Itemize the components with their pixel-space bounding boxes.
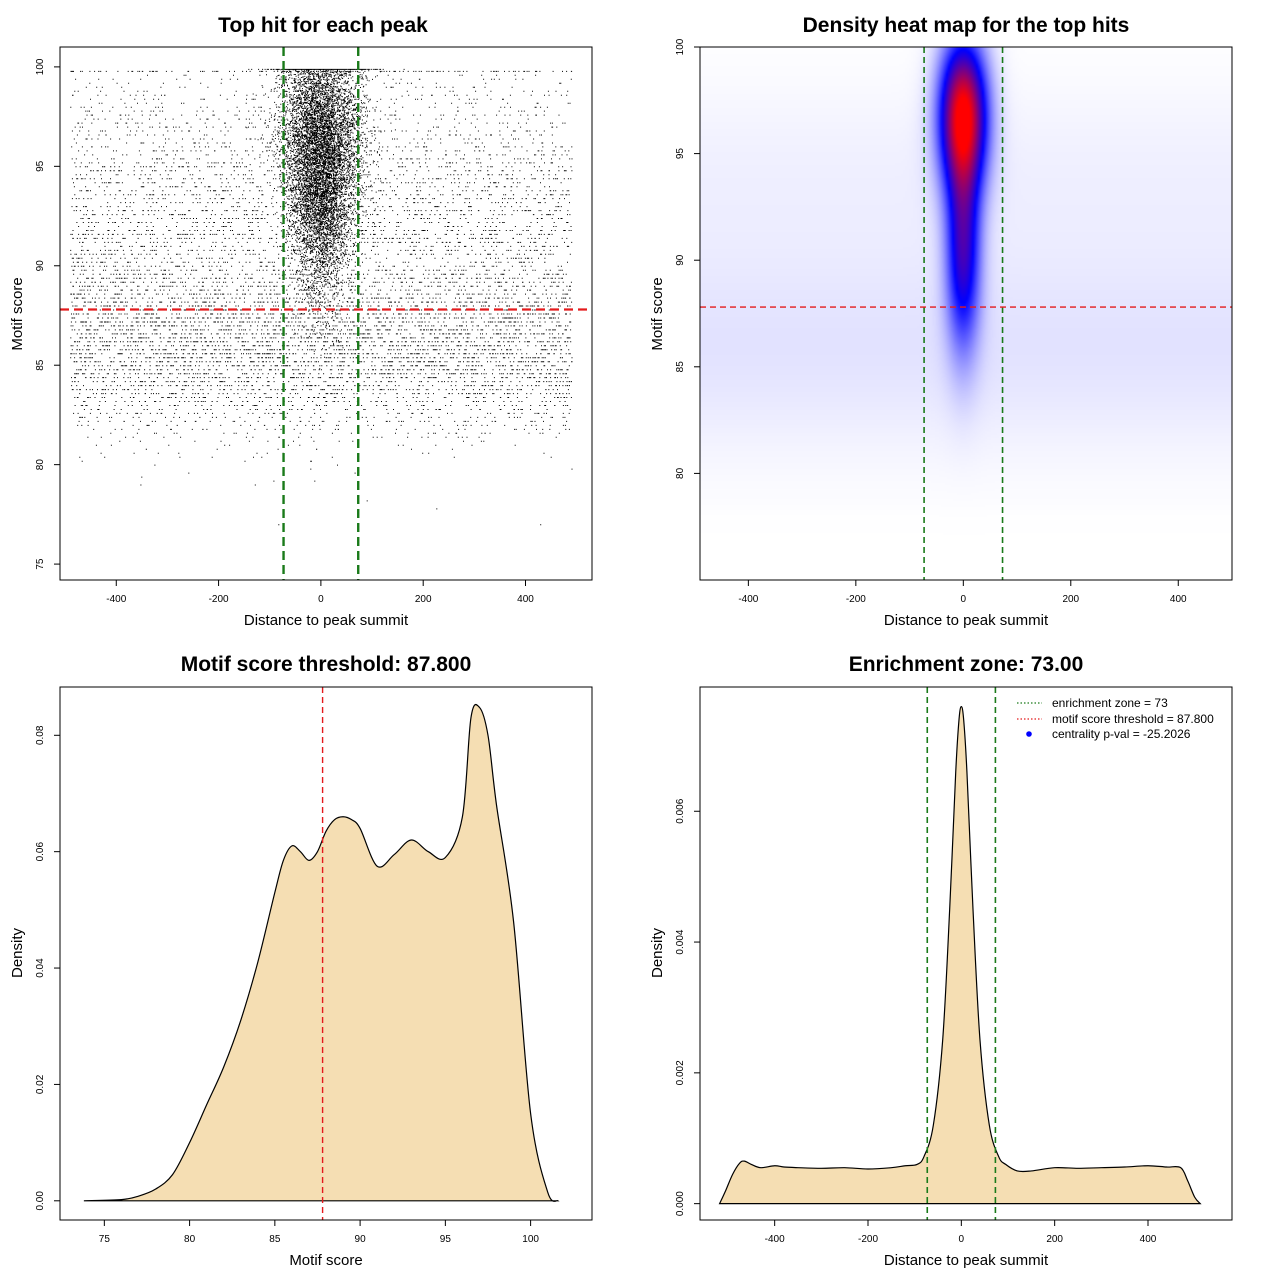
score-density-y-tick-label: 0.06: [35, 842, 46, 862]
scatter-y-tick-label: 80: [35, 459, 46, 471]
heatmap-title: Density heat map for the top hits: [803, 14, 1130, 37]
scatter-y-tick-label: 85: [35, 359, 46, 371]
heatmap-x-label: Distance to peak summit: [884, 612, 1049, 629]
scatter-y-tick-label: 100: [35, 58, 46, 75]
heatmap-y-tick-label: 80: [675, 467, 686, 479]
legend-threshold-label: motif score threshold = 87.800: [1052, 712, 1214, 726]
scatter-points: [70, 68, 573, 526]
heatmap-y-tick-label: 95: [675, 148, 686, 160]
heatmap-x-tick-label: 200: [1062, 594, 1079, 605]
scatter-y-label: Motif score: [9, 277, 26, 350]
heatmap-y-tick-label: 85: [675, 361, 686, 373]
score-density-area: [83, 703, 560, 1202]
score-density-x-label: Motif score: [289, 1252, 362, 1269]
score-density-x-tick-label: 100: [522, 1234, 539, 1245]
scatter-x-tick-label: -200: [209, 594, 229, 605]
score-density-y-tick-label: 0.00: [35, 1191, 46, 1211]
distance-density-x-tick-label: -200: [858, 1234, 878, 1245]
scatter-y-tick-label: 95: [35, 160, 46, 172]
distance-density-y-tick-label: 0.002: [675, 1060, 686, 1085]
distance-density-area: [718, 706, 1202, 1205]
score-density-plot-box: [59, 686, 593, 1221]
score-density-x-tick-label: 80: [184, 1234, 196, 1245]
score-density-x-tick-label: 90: [355, 1234, 367, 1245]
score-density-y-tick-label: 0.04: [35, 958, 46, 978]
score-density-y-label: Density: [9, 927, 26, 978]
legend-pval-label: centrality p-val = -25.2026: [1052, 727, 1191, 741]
score-density-y-tick-label: 0.02: [35, 1074, 46, 1094]
score-density-x-tick-label: 75: [99, 1234, 111, 1245]
distance-density-y-tick-label: 0.006: [675, 798, 686, 823]
heatmap-plot-box: [699, 46, 1233, 581]
legend: enrichment zone = 73 motif score thresho…: [1017, 696, 1214, 741]
legend-zone-label: enrichment zone = 73: [1052, 696, 1168, 710]
scatter-x-tick-label: 400: [517, 594, 534, 605]
scatter-x-tick-label: 200: [415, 594, 432, 605]
legend-pval-point: [1026, 731, 1032, 737]
distance-density-y-label: Density: [649, 927, 666, 978]
heatmap-y-tick-label: 100: [675, 38, 686, 55]
scatter-plot-box: [59, 46, 593, 581]
distance-density-title: Enrichment zone: 73.00: [849, 653, 1084, 676]
scatter-y-tick-label: 75: [35, 558, 46, 570]
distance-density-x-tick-label: 0: [959, 1234, 965, 1245]
scatter-y-tick-label: 90: [35, 260, 46, 272]
distance-density-y-tick-label: 0.004: [675, 929, 686, 954]
heatmap-density-image: [700, 47, 1232, 580]
scatter-x-tick-label: 0: [318, 594, 324, 605]
distance-density-y-tick-label: 0.000: [675, 1191, 686, 1216]
score-density-panel: Motif score threshold: 87.800 75 80 85 90 95…: [9, 653, 593, 1269]
scatter-x-tick-label: -400: [106, 594, 126, 605]
heatmap-panel: Density heat map for the top hits -400 -2…: [649, 14, 1233, 629]
distance-density-x-tick-label: 200: [1046, 1234, 1063, 1245]
heatmap-x-tick-label: 0: [961, 594, 967, 605]
distance-density-panel: Enrichment zone: 73.00 -400 -200 0 200 400 0…: [649, 653, 1233, 1269]
scatter-point-cloud: [70, 68, 573, 526]
score-density-x-tick-label: 95: [440, 1234, 452, 1245]
score-density-title: Motif score threshold: 87.800: [181, 653, 472, 676]
scatter-title: Top hit for each peak: [218, 14, 428, 37]
score-density-x-tick-label: 85: [269, 1234, 281, 1245]
score-density-y-tick-label: 0.08: [35, 725, 46, 745]
scatter-panel: Top hit for each peak -400 -200 0 200 400 75…: [9, 14, 593, 629]
heatmap-x-tick-label: -400: [738, 594, 758, 605]
heatmap-x-tick-label: 400: [1170, 594, 1187, 605]
heatmap-x-tick-label: -200: [846, 594, 866, 605]
distance-density-x-label: Distance to peak summit: [884, 1252, 1049, 1269]
scatter-x-label: Distance to peak summit: [244, 612, 409, 629]
heatmap-y-label: Motif score: [649, 277, 666, 350]
heatmap-y-tick-label: 90: [675, 254, 686, 266]
distance-density-x-tick-label: 400: [1140, 1234, 1157, 1245]
distance-density-x-tick-label: -400: [765, 1234, 785, 1245]
distance-density-plot-box: [699, 686, 1233, 1221]
